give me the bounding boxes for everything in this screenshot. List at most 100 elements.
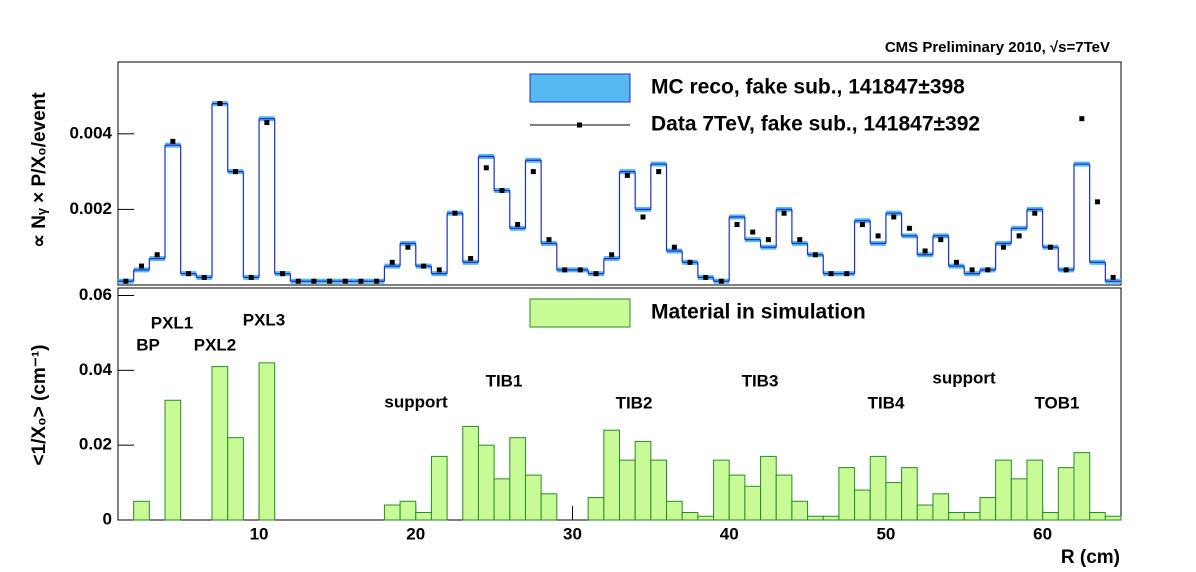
material-bar xyxy=(1073,452,1091,521)
legend-label: MC reco, fake sub., 141847±398 xyxy=(651,76,965,99)
x-tick-label: 10 xyxy=(250,524,269,543)
material-bar xyxy=(760,455,777,521)
data-point xyxy=(483,165,489,171)
annotation: support xyxy=(384,392,448,411)
data-point xyxy=(342,278,348,284)
material-bar xyxy=(681,512,699,521)
data-point xyxy=(734,222,740,228)
material-bar xyxy=(634,440,652,521)
material-bar xyxy=(619,459,636,521)
material-bar xyxy=(979,497,997,521)
material-bar xyxy=(540,493,558,521)
y-tick-label: 0.04 xyxy=(79,360,113,379)
data-point xyxy=(1032,210,1038,216)
data-point xyxy=(1094,199,1100,205)
legend-swatch xyxy=(529,298,631,328)
material-bar xyxy=(509,437,526,521)
y-axis-label: ∝ Nᵧ × P/X₀/event xyxy=(29,92,50,248)
data-point xyxy=(593,271,599,277)
chart-title: CMS Preliminary 2010, √s=7TeV xyxy=(885,39,1110,56)
legend-marker xyxy=(577,122,582,128)
material-bar xyxy=(258,362,276,521)
material-bar xyxy=(791,500,809,521)
material-bar xyxy=(838,467,856,521)
data-point xyxy=(969,267,975,273)
material-bar xyxy=(1104,515,1122,521)
data-point xyxy=(812,252,818,258)
material-bar xyxy=(1010,478,1028,521)
data-point xyxy=(1079,116,1085,122)
annotation: TIB4 xyxy=(868,393,905,412)
data-point xyxy=(875,233,881,239)
data-point xyxy=(515,222,521,228)
y-axis-label: <1/X₀> (cm⁻¹) xyxy=(29,344,50,465)
data-point xyxy=(280,271,286,277)
y-tick-label: 0.06 xyxy=(79,285,112,304)
annotation: PXL3 xyxy=(243,310,286,329)
data-point xyxy=(718,278,724,284)
data-point xyxy=(123,278,129,284)
annotation: TIB2 xyxy=(616,393,653,412)
data-point xyxy=(1110,274,1116,280)
data-point xyxy=(154,252,160,258)
data-point xyxy=(436,267,442,273)
data-point xyxy=(1000,244,1006,250)
material-bar xyxy=(211,366,229,521)
data-point xyxy=(233,169,239,175)
data-point xyxy=(248,274,254,280)
data-point xyxy=(577,267,583,273)
data-point xyxy=(640,214,646,220)
y-tick-label: 0.004 xyxy=(69,123,112,142)
data-point xyxy=(985,267,991,273)
data-point xyxy=(468,256,474,262)
data-point xyxy=(859,222,865,228)
material-bar xyxy=(164,399,182,521)
data-point xyxy=(828,271,834,277)
data-point xyxy=(170,138,176,144)
material-bar xyxy=(133,500,150,521)
material-bar xyxy=(399,500,417,521)
y-tick-label: 0.02 xyxy=(79,435,112,454)
data-point xyxy=(844,271,850,277)
x-tick-label: 30 xyxy=(563,524,582,543)
material-bar xyxy=(1026,459,1044,521)
material-bar xyxy=(744,485,762,521)
legend-label: Material in simulation xyxy=(651,301,866,324)
legend-swatch xyxy=(529,73,631,103)
data-point xyxy=(922,248,928,254)
plot-frame xyxy=(117,61,1122,286)
annotation: TOB1 xyxy=(1034,393,1079,412)
data-point xyxy=(358,278,364,284)
data-point xyxy=(750,229,756,235)
data-point xyxy=(389,259,395,265)
material-bar xyxy=(807,515,824,521)
material-bar xyxy=(869,455,887,521)
data-point xyxy=(201,274,207,280)
material-bar xyxy=(822,515,840,521)
data-point xyxy=(374,278,380,284)
data-point xyxy=(217,101,223,107)
material-bar xyxy=(697,515,715,521)
x-tick-label: 60 xyxy=(1033,524,1052,543)
material-bar xyxy=(462,425,479,521)
data-point xyxy=(781,210,787,216)
data-point xyxy=(938,237,944,243)
data-point xyxy=(624,172,630,178)
material-bar xyxy=(1057,467,1075,521)
legend-label: Data 7TeV, fake sub., 141847±392 xyxy=(651,113,980,136)
material-bar xyxy=(916,504,934,521)
data-point xyxy=(1016,233,1022,239)
material-bar xyxy=(854,489,871,521)
material-bar xyxy=(430,455,448,521)
annotation: support xyxy=(932,368,996,387)
data-point xyxy=(311,278,317,284)
data-point xyxy=(765,237,771,243)
annotation: BP xyxy=(136,335,160,354)
annotation: PXL1 xyxy=(151,313,194,332)
material-bar xyxy=(728,474,746,521)
material-bar xyxy=(383,504,401,521)
data-point xyxy=(327,278,333,284)
data-point xyxy=(1063,267,1069,273)
data-point xyxy=(295,278,301,284)
data-point xyxy=(405,244,411,250)
